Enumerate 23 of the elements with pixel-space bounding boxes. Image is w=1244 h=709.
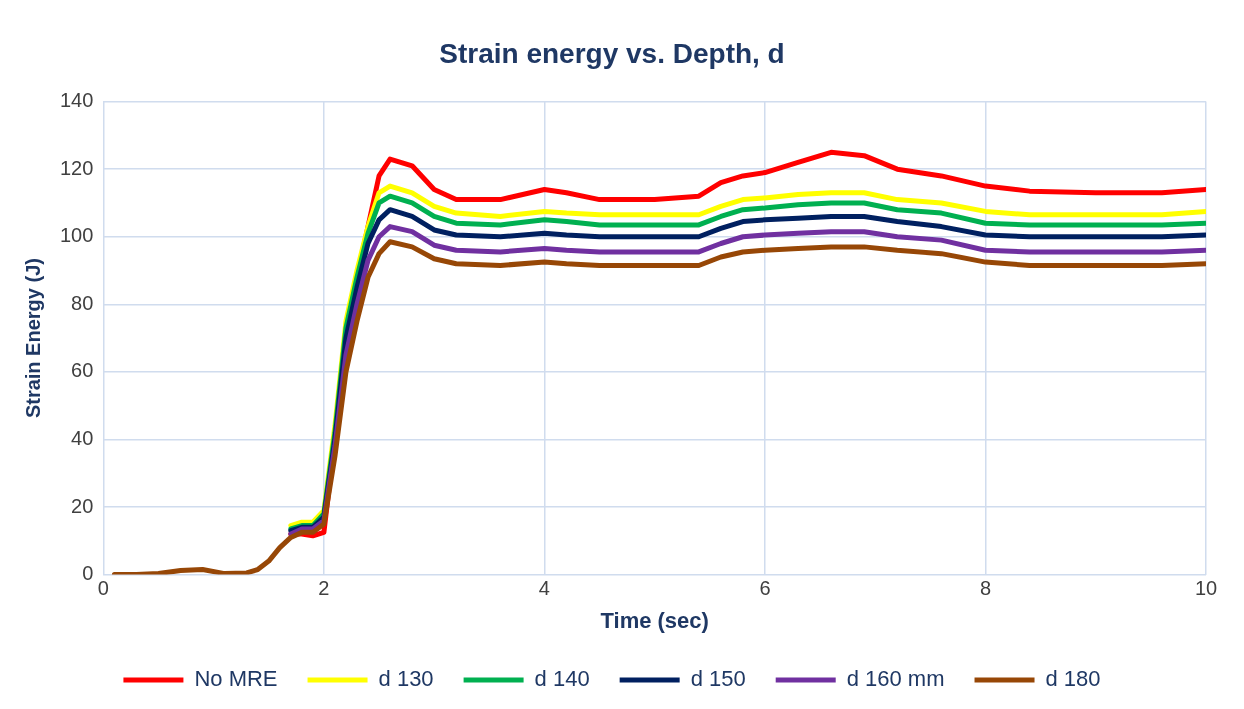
y-tick-label: 80 xyxy=(71,291,94,314)
y-tick-label: 140 xyxy=(59,89,94,112)
y-tick-label: 40 xyxy=(71,426,94,449)
x-tick-label: 2 xyxy=(318,577,330,600)
x-axis-title: Time (sec) xyxy=(600,607,709,633)
y-tick-label: 120 xyxy=(59,156,94,179)
x-tick-label: 0 xyxy=(97,577,109,600)
y-axis-title: Strain Energy (J) xyxy=(21,258,44,419)
y-tick-label: 20 xyxy=(71,494,94,517)
y-tick-label: 0 xyxy=(82,562,94,585)
y-tick-label: 60 xyxy=(71,359,94,382)
chart-title: Strain energy vs. Depth, d xyxy=(439,37,785,69)
legend-label: No MRE xyxy=(194,666,278,692)
legend-label: d 180 xyxy=(1045,666,1101,692)
x-tick-label: 8 xyxy=(979,577,992,600)
legend-label: d 150 xyxy=(690,666,746,692)
x-tick-label: 4 xyxy=(538,577,550,600)
x-tick-label: 10 xyxy=(1194,577,1218,600)
x-tick-label: 6 xyxy=(759,577,771,600)
legend-label: d 140 xyxy=(534,666,590,692)
y-tick-label: 100 xyxy=(59,224,94,247)
legend-label: d 130 xyxy=(378,666,434,692)
legend-label: d 160 mm xyxy=(846,666,945,692)
